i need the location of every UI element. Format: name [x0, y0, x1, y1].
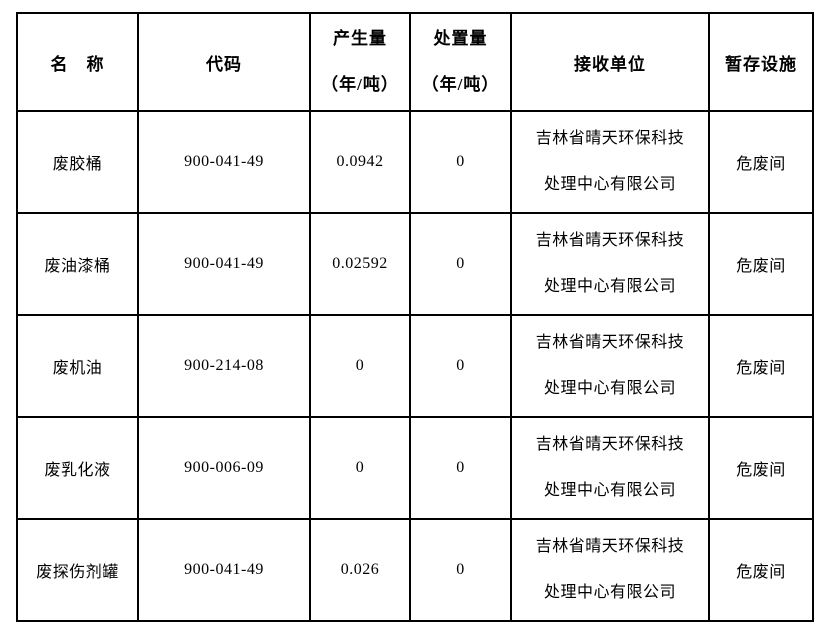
- header-disposed: 处置量 （年/吨）: [409, 12, 512, 112]
- cell-storage-facility: 危废间: [708, 314, 814, 418]
- cell-waste-name: 废油漆桶: [16, 212, 139, 316]
- cell-disposed-amount: 0: [409, 518, 512, 622]
- header-disposed-unit: （年/吨）: [421, 75, 500, 94]
- cell-storage-facility: 危废间: [708, 518, 814, 622]
- cell-disposed-amount: 0: [409, 212, 512, 316]
- cell-waste-name: 废探伤剂罐: [16, 518, 139, 622]
- cell-receiver-unit: 吉林省晴天环保科技 处理中心有限公司: [510, 110, 710, 214]
- cell-storage-facility: 危废间: [708, 110, 814, 214]
- cell-produced-amount: 0: [309, 314, 411, 418]
- table-row: 废探伤剂罐 900-041-49 0.026 0 吉林省晴天环保科技 处理中心有…: [16, 518, 814, 622]
- receiver-line-2: 处理中心有限公司: [543, 278, 676, 295]
- cell-receiver-unit: 吉林省晴天环保科技 处理中心有限公司: [510, 212, 710, 316]
- cell-disposed-amount: 0: [409, 416, 512, 520]
- cell-receiver-unit: 吉林省晴天环保科技 处理中心有限公司: [510, 314, 710, 418]
- header-name: 名 称: [16, 12, 139, 112]
- receiver-line-1: 吉林省晴天环保科技: [535, 538, 685, 555]
- receiver-line-2: 处理中心有限公司: [543, 380, 676, 397]
- header-code: 代码: [137, 12, 311, 112]
- receiver-line-1: 吉林省晴天环保科技: [535, 334, 685, 351]
- header-produced-unit: （年/吨）: [321, 75, 399, 94]
- cell-produced-amount: 0: [309, 416, 411, 520]
- receiver-line-2: 处理中心有限公司: [543, 584, 676, 601]
- cell-produced-amount: 0.0942: [309, 110, 411, 214]
- receiver-line-1: 吉林省晴天环保科技: [535, 232, 685, 249]
- cell-waste-name: 废机油: [16, 314, 139, 418]
- cell-waste-name: 废胶桶: [16, 110, 139, 214]
- cell-storage-facility: 危废间: [708, 416, 814, 520]
- table-header-row: 名 称 代码 产生量 （年/吨） 处置量 （年/吨） 接收单位 暂存设施: [16, 12, 814, 112]
- cell-waste-name: 废乳化液: [16, 416, 139, 520]
- cell-waste-code: 900-041-49: [137, 518, 311, 622]
- table-row: 废胶桶 900-041-49 0.0942 0 吉林省晴天环保科技 处理中心有限…: [16, 110, 814, 214]
- hazardous-waste-table: 名 称 代码 产生量 （年/吨） 处置量 （年/吨） 接收单位 暂存设施 废胶桶…: [16, 12, 814, 622]
- cell-waste-code: 900-006-09: [137, 416, 311, 520]
- cell-waste-code: 900-041-49: [137, 110, 311, 214]
- header-produced: 产生量 （年/吨）: [309, 12, 411, 112]
- cell-storage-facility: 危废间: [708, 212, 814, 316]
- table-row: 废油漆桶 900-041-49 0.02592 0 吉林省晴天环保科技 处理中心…: [16, 212, 814, 316]
- receiver-line-2: 处理中心有限公司: [543, 482, 676, 499]
- cell-waste-code: 900-041-49: [137, 212, 311, 316]
- cell-waste-code: 900-214-08: [137, 314, 311, 418]
- header-produced-title: 产生量: [333, 29, 387, 48]
- cell-disposed-amount: 0: [409, 314, 512, 418]
- cell-receiver-unit: 吉林省晴天环保科技 处理中心有限公司: [510, 518, 710, 622]
- table-row: 废机油 900-214-08 0 0 吉林省晴天环保科技 处理中心有限公司 危废…: [16, 314, 814, 418]
- receiver-line-1: 吉林省晴天环保科技: [535, 130, 685, 147]
- table-row: 废乳化液 900-006-09 0 0 吉林省晴天环保科技 处理中心有限公司 危…: [16, 416, 814, 520]
- header-receiver: 接收单位: [510, 12, 710, 112]
- receiver-line-1: 吉林省晴天环保科技: [535, 436, 685, 453]
- header-disposed-title: 处置量: [433, 29, 488, 48]
- header-storage: 暂存设施: [708, 12, 814, 112]
- cell-produced-amount: 0.026: [309, 518, 411, 622]
- cell-produced-amount: 0.02592: [309, 212, 411, 316]
- cell-receiver-unit: 吉林省晴天环保科技 处理中心有限公司: [510, 416, 710, 520]
- cell-disposed-amount: 0: [409, 110, 512, 214]
- receiver-line-2: 处理中心有限公司: [543, 176, 676, 193]
